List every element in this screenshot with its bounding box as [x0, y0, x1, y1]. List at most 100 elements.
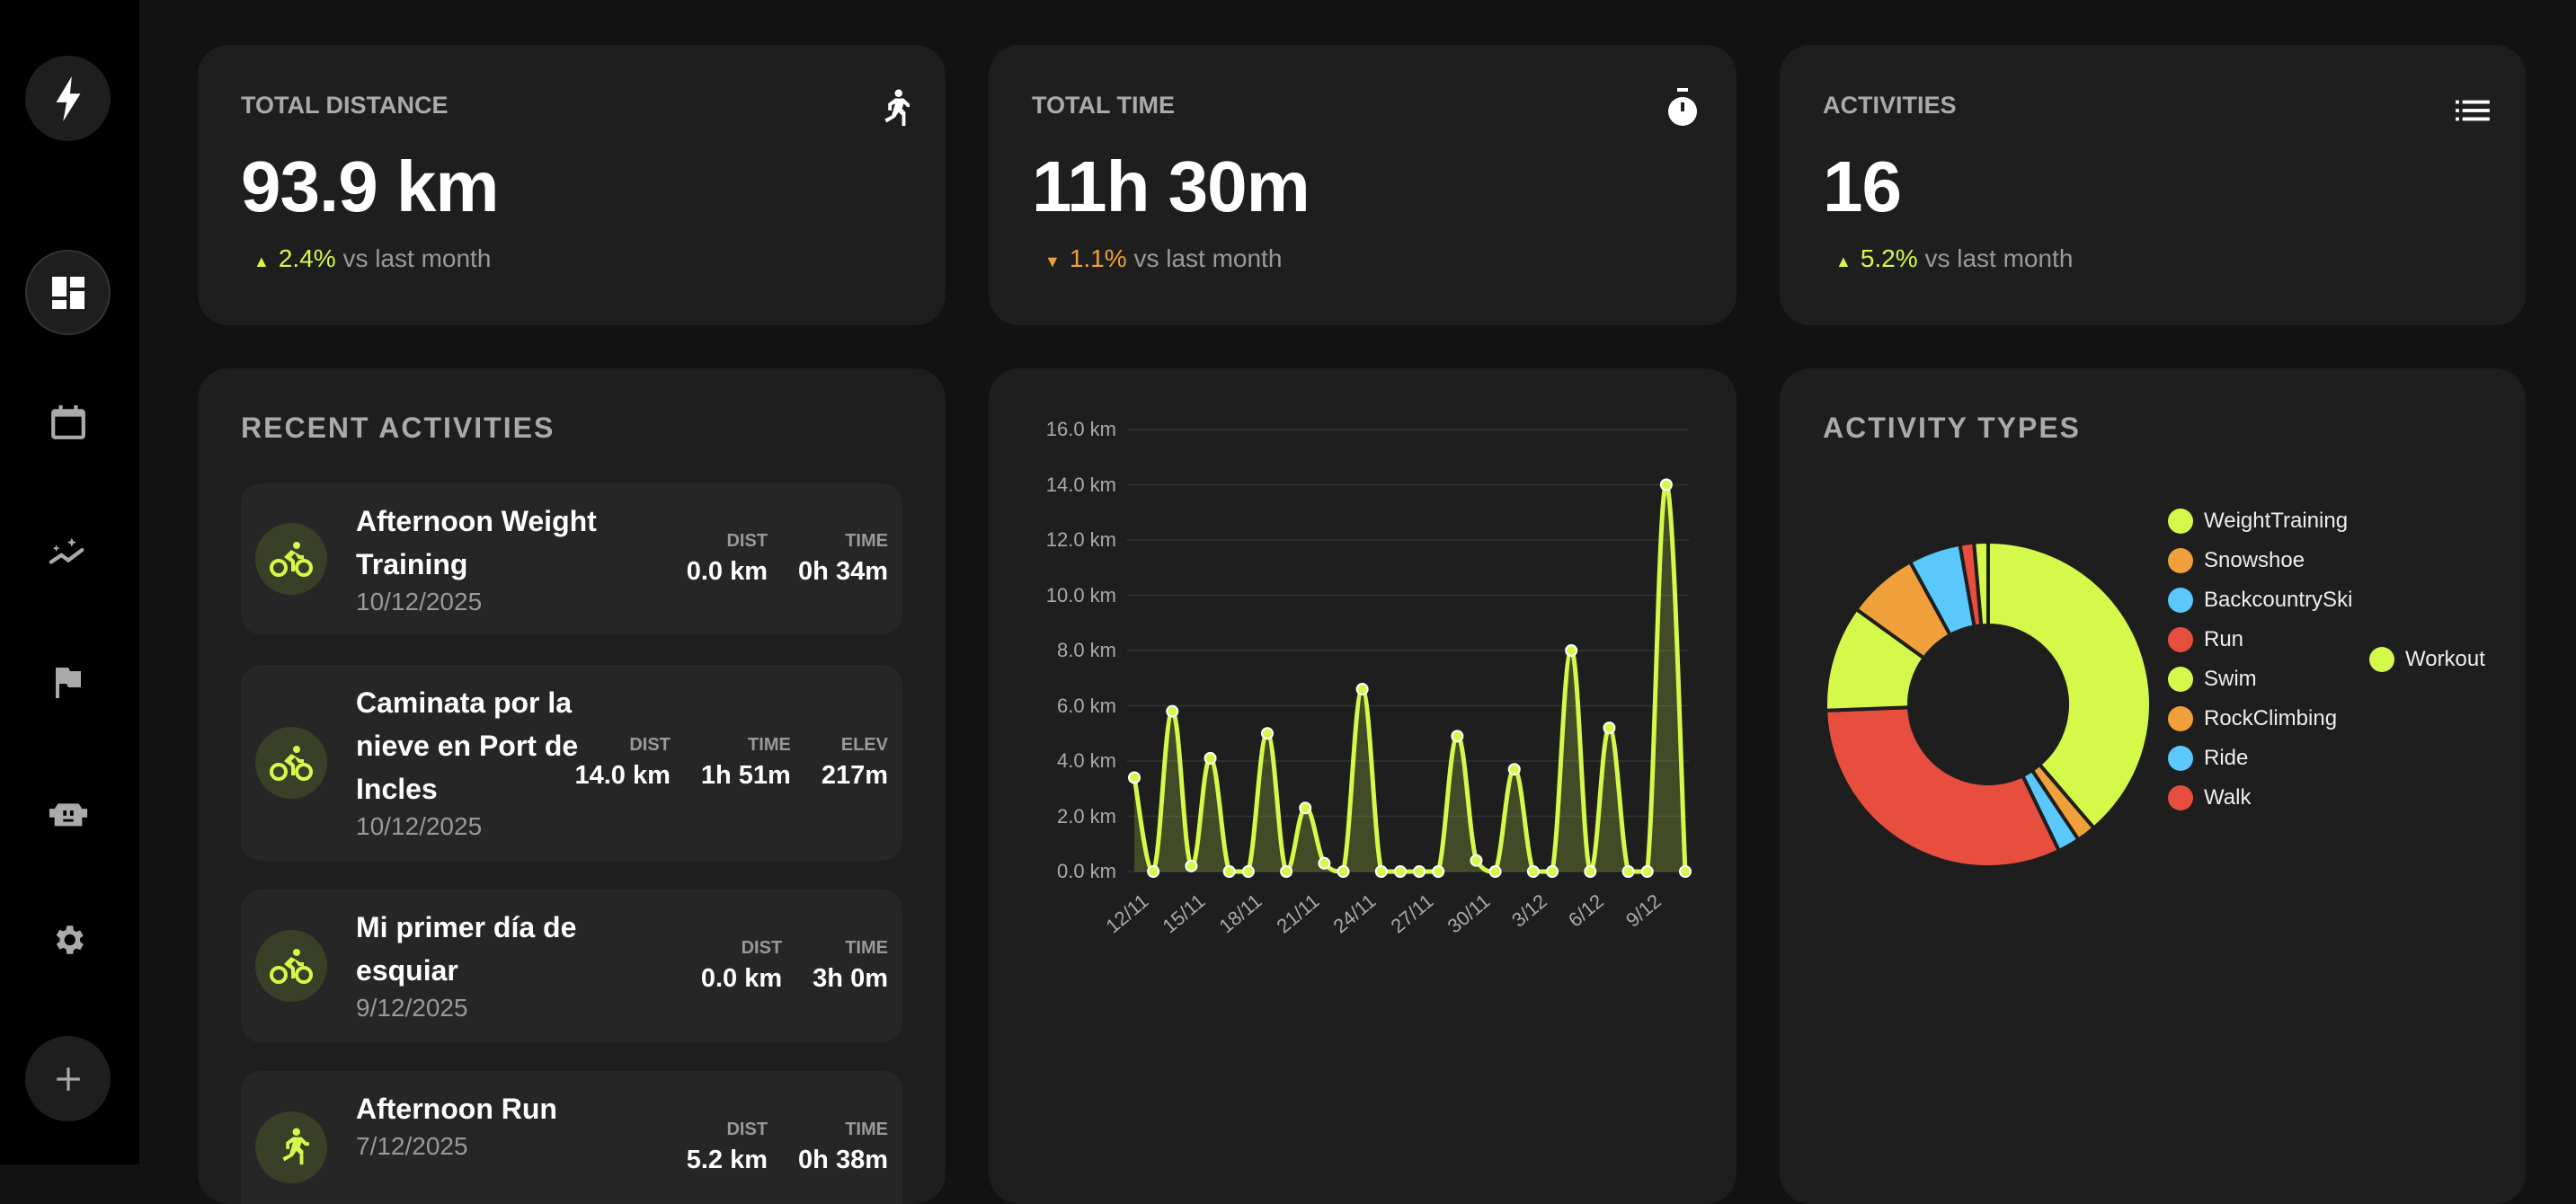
stat-val: 0h 38m	[798, 1146, 888, 1174]
legend-swatch	[2168, 667, 2193, 692]
series-line	[1132, 482, 1688, 874]
stat-card-activities: ACTIVITIES 16 ▲ 5.2% vs last month	[1780, 45, 2526, 325]
lightning-icon	[56, 75, 80, 121]
activity-stat: DIST 14.0 km	[574, 735, 670, 791]
activity-date: 9/12/2025	[356, 994, 468, 1022]
activity-stat: ELEV 217m	[822, 735, 888, 791]
distance-chart-panel: 0.0 km 2.0 km 4.0 km 6.0 km 8.0 km 10.0 km 12.…	[989, 368, 1737, 1204]
y-tick-label: 16.0 km	[1045, 418, 1116, 440]
data-point	[1640, 865, 1654, 878]
stat-key: TIME	[845, 938, 888, 958]
stat-val: 1h 51m	[700, 761, 791, 790]
stat-val: 14.0 km	[574, 761, 671, 790]
activity-date: 7/12/2025	[356, 1132, 468, 1160]
slice-weighttraining	[1986, 539, 2153, 831]
data-point	[1128, 771, 1141, 784]
sidebar-item-settings[interactable]	[25, 897, 111, 982]
legend-label: Snowshoe	[2204, 548, 2305, 572]
data-point	[1299, 801, 1312, 815]
data-point	[1621, 865, 1635, 878]
data-point	[1241, 865, 1255, 878]
stat-key: ELEV	[840, 735, 888, 755]
plus-icon	[56, 1067, 80, 1091]
stat-key: TIME	[845, 1120, 888, 1139]
delta-value: 2.4%	[278, 244, 336, 272]
activity-stat: DIST 0.0 km	[701, 938, 782, 994]
data-point	[1470, 854, 1483, 867]
section-title: ACTIVITY TYPES	[1823, 412, 2082, 444]
legend-item[interactable]: WeightTraining	[2168, 509, 2348, 534]
stat-val: 3h 0m	[813, 964, 888, 993]
stat-label: TOTAL TIME	[1032, 92, 1175, 119]
data-point	[1222, 865, 1236, 878]
activity-name: Mi primer día de esquiar	[356, 911, 577, 987]
legend-label: BackcountrySki	[2204, 588, 2353, 612]
stat-key: DIST	[741, 938, 783, 958]
sidebar-item-calendar[interactable]	[25, 379, 111, 465]
activity-stat: TIME 0h 38m	[798, 1120, 888, 1175]
activity-list-item[interactable]: Mi primer día de esquiar 9/12/2025 DIST 0.0…	[241, 890, 902, 1042]
stat-val: 0.0 km	[700, 964, 783, 993]
slice-run	[1824, 705, 2062, 869]
y-tick-label: 4.0 km	[1056, 749, 1116, 772]
data-point	[1432, 865, 1445, 878]
activity-types-panel: ACTIVITY TYPES WeightTraining Snowshoe Bac…	[1780, 368, 2526, 1204]
legend-item[interactable]: Walk	[2168, 785, 2251, 810]
activity-stat: TIME 1h 51m	[701, 735, 791, 791]
legend-swatch	[2168, 548, 2193, 573]
activity-list-item[interactable]: Caminata por la nieve en Port de Incles 1…	[241, 665, 902, 861]
legend-item[interactable]: Workout	[2369, 647, 2485, 672]
series-area	[1134, 484, 1685, 872]
legend-item[interactable]: Ride	[2168, 746, 2248, 771]
y-tick-label: 6.0 km	[1056, 694, 1116, 717]
activity-stat: TIME 0h 34m	[798, 531, 888, 587]
trend-down-icon: ▼	[1044, 252, 1061, 270]
data-point	[1374, 865, 1388, 878]
data-point	[1546, 865, 1559, 878]
y-tick-label: 10.0 km	[1045, 583, 1116, 606]
section-title: RECENT ACTIVITIES	[241, 412, 555, 444]
data-point	[1185, 859, 1198, 872]
stat-card-distance: TOTAL DISTANCE 93.9 km ▲ 2.4% vs last mon…	[198, 45, 946, 325]
sidebar-item-coach[interactable]	[25, 769, 111, 854]
gear-icon	[56, 925, 84, 954]
sidebar-item-dashboard[interactable]	[25, 250, 111, 335]
stat-key: TIME	[748, 735, 791, 755]
legend-item[interactable]: Snowshoe	[2168, 548, 2305, 573]
stat-label: TOTAL DISTANCE	[241, 92, 449, 119]
data-point	[1166, 704, 1179, 718]
y-tick-label: 8.0 km	[1056, 639, 1116, 661]
legend-item[interactable]: BackcountrySki	[2168, 588, 2352, 613]
add-button[interactable]	[25, 1036, 111, 1121]
data-point	[1413, 865, 1426, 878]
data-point	[1393, 865, 1407, 878]
sidebar-item-insights[interactable]	[25, 509, 111, 594]
stat-card-time: TOTAL TIME 11h 30m ▼ 1.1% vs last month	[989, 45, 1737, 325]
donut-chart	[1824, 539, 2153, 869]
legend-item[interactable]: RockClimbing	[2168, 706, 2337, 731]
activity-stat: TIME 3h 0m	[813, 938, 888, 994]
legend-item[interactable]: Run	[2168, 627, 2243, 652]
data-point	[1659, 478, 1673, 491]
stat-val: 217m	[821, 761, 888, 790]
logo-button[interactable]	[25, 56, 111, 141]
activity-stat: DIST 5.2 km	[687, 1120, 768, 1175]
data-point	[1526, 865, 1540, 878]
bike-icon	[255, 523, 327, 595]
robot-icon	[49, 802, 87, 826]
insights-icon	[49, 537, 84, 564]
sidebar-item-goals[interactable]	[25, 639, 111, 724]
calendar-icon	[50, 404, 85, 439]
flag-icon	[55, 667, 81, 698]
legend-item[interactable]: Swim	[2168, 667, 2257, 692]
dashboard-icon	[51, 276, 84, 309]
legend-swatch	[2369, 647, 2394, 672]
delta-value: 1.1%	[1069, 244, 1127, 272]
stat-val: 5.2 km	[686, 1146, 768, 1174]
stat-key: DIST	[726, 531, 768, 551]
data-point	[1584, 865, 1597, 878]
y-tick-label: 14.0 km	[1045, 473, 1116, 496]
activity-list-item[interactable]: Afternoon Run 7/12/2025 DIST 5.2 km TIME 0h 3…	[241, 1071, 902, 1204]
recent-activities-panel: RECENT ACTIVITIES Afternoon Weight Train…	[198, 368, 946, 1204]
activity-list-item[interactable]: Afternoon Weight Training 10/12/2025 DIST 0…	[241, 483, 902, 634]
